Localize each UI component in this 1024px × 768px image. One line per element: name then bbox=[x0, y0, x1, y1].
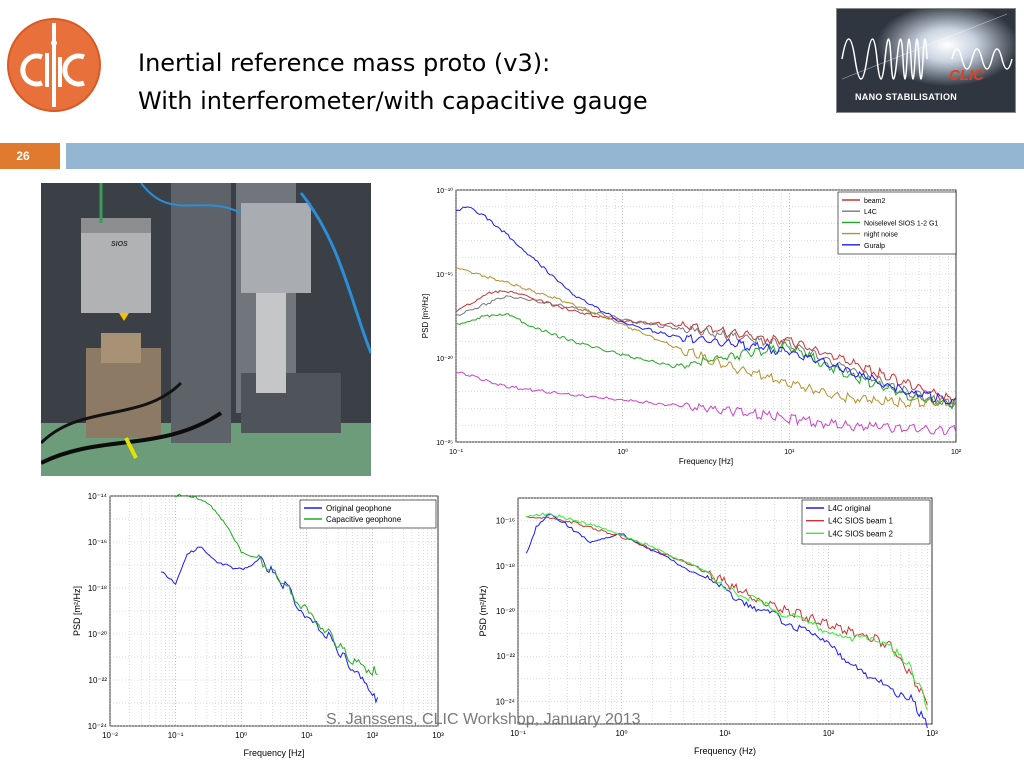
x-axis-label: Frequency [Hz] bbox=[243, 748, 304, 758]
series-line bbox=[455, 371, 957, 435]
series-line bbox=[455, 206, 957, 405]
x-tick-label: 10² bbox=[823, 729, 835, 738]
chart-1-svg: 10⁻¹ 10⁰ 10¹ 10² 10⁻¹⁰ 10⁻¹⁵ 10⁻²⁰ 10⁻²⁵ Frequen… bbox=[421, 187, 962, 466]
x-tick-label: 10⁻¹ bbox=[449, 449, 463, 456]
y-tick-label: 10⁻¹⁵ bbox=[436, 272, 453, 279]
y-tick-label: 10⁻¹⁶ bbox=[88, 538, 107, 547]
legend-entry: Guralp bbox=[864, 243, 885, 250]
legend-entry: L4C bbox=[864, 209, 877, 216]
x-tick-label: 10⁰ bbox=[235, 731, 247, 740]
legend-entry: Noiselevel SIOS 1-2 G1 bbox=[864, 220, 938, 227]
x-tick-label: 10² bbox=[951, 449, 962, 456]
series-line bbox=[455, 267, 957, 408]
y-tick-label: 10⁻¹⁸ bbox=[88, 584, 107, 593]
x-tick-label: 10² bbox=[367, 731, 379, 740]
slide-number: 26 bbox=[16, 149, 30, 163]
slide-title: Inertial reference mass proto (v3): With… bbox=[138, 44, 648, 120]
nano-stabilisation-logo: CLIC NANO STABILISATION bbox=[836, 8, 1016, 113]
legend-entry: night noise bbox=[864, 232, 898, 239]
series-line bbox=[526, 512, 928, 711]
y-tick-label: 10⁻²² bbox=[89, 676, 108, 685]
series-line bbox=[455, 295, 957, 410]
sios-label: SIOS bbox=[111, 241, 128, 248]
x-axis-label: Frequency (Hz) bbox=[694, 746, 756, 756]
title-line-1: Inertial reference mass proto (v3): bbox=[138, 49, 551, 77]
x-tick-label: 10⁻¹ bbox=[168, 731, 184, 740]
x-tick-label: 10⁰ bbox=[617, 448, 628, 456]
legend-entry: L4C original bbox=[828, 504, 871, 513]
y-tick-label: 10⁻¹⁶ bbox=[496, 517, 515, 526]
x-tick-label: 10⁻¹ bbox=[510, 729, 526, 738]
y-tick-label: 10⁻¹⁴ bbox=[88, 492, 108, 501]
chart-psd-capacitive-geophone: 10⁻² 10⁻¹ 10⁰ 10¹ 10² 10³ 10⁻¹⁴ 10⁻¹⁶ 10⁻¹⁸ 10⁻²⁰… bbox=[70, 486, 450, 762]
x-tick-label: 10⁰ bbox=[615, 729, 627, 738]
legend-entry: L4C SIOS beam 2 bbox=[828, 529, 893, 538]
y-tick-label: 10⁻²⁴ bbox=[496, 697, 516, 706]
x-tick-label: 10⁻² bbox=[102, 731, 118, 740]
x-axis-label: Frequency [Hz] bbox=[679, 457, 733, 466]
y-tick-label: 10⁻²⁰ bbox=[88, 630, 107, 639]
chart-psd-guralp-comparison: 10⁻¹ 10⁰ 10¹ 10² 10⁻¹⁰ 10⁻¹⁵ 10⁻²⁰ 10⁻²⁵ Frequen… bbox=[416, 180, 970, 470]
y-tick-label: 10⁻²² bbox=[497, 652, 516, 661]
series-line bbox=[525, 513, 928, 729]
y-tick-label: 10⁻¹⁰ bbox=[436, 187, 453, 195]
legend-box bbox=[299, 499, 437, 529]
chart-psd-sios-beams: 10⁻¹ 10⁰ 10¹ 10² 10³ 10⁻¹⁶ 10⁻¹⁸ 10⁻²⁰ 10⁻²² 10⁻²… bbox=[474, 488, 944, 760]
y-axis-label: PSD (m²/Hz) bbox=[478, 586, 488, 637]
legend-entry: L4C SIOS beam 1 bbox=[828, 517, 893, 526]
legend-entry: beam2 bbox=[864, 198, 886, 205]
nano-logo-text: NANO STABILISATION bbox=[855, 92, 958, 102]
clic-logo bbox=[6, 17, 102, 113]
prototype-photo: SIOS bbox=[41, 183, 371, 476]
y-tick-label: 10⁻²⁰ bbox=[436, 355, 453, 363]
y-tick-label: 10⁻²⁰ bbox=[496, 607, 515, 616]
legend-entry: Original geophone bbox=[326, 504, 392, 513]
y-axis-label: PSD [m²/Hz] bbox=[72, 586, 82, 636]
chart-3-svg: 10⁻¹ 10⁰ 10¹ 10² 10³ 10⁻¹⁶ 10⁻¹⁸ 10⁻²⁰ 10⁻²² 10⁻²… bbox=[478, 497, 938, 756]
series-line bbox=[526, 516, 928, 705]
plot-area bbox=[109, 495, 439, 727]
x-tick-label: 10³ bbox=[432, 731, 444, 740]
x-tick-label: 10¹ bbox=[784, 449, 795, 456]
footer-text: S. Janssens, CLIC Workshop, January 2013 bbox=[326, 711, 641, 728]
y-tick-label: 10⁻²⁵ bbox=[436, 440, 453, 447]
title-line-2: With interferometer/with capacitive gaug… bbox=[138, 87, 648, 115]
series-line bbox=[175, 493, 378, 677]
y-tick-label: 10⁻²⁴ bbox=[88, 722, 108, 731]
series-line bbox=[455, 313, 957, 408]
header-bar bbox=[66, 143, 1024, 169]
chart-2-svg: 10⁻² 10⁻¹ 10⁰ 10¹ 10² 10³ 10⁻¹⁴ 10⁻¹⁶ 10⁻¹⁸ 10⁻²⁰… bbox=[72, 492, 444, 758]
slide-number-box bbox=[0, 143, 60, 169]
y-tick-label: 10⁻¹⁸ bbox=[496, 562, 515, 571]
x-tick-label: 10¹ bbox=[719, 729, 731, 738]
legend-entry: Capacitive geophone bbox=[326, 515, 402, 524]
nano-logo-clic-text: CLIC bbox=[949, 67, 984, 84]
x-tick-label: 10³ bbox=[926, 729, 938, 738]
x-tick-label: 10¹ bbox=[301, 731, 313, 740]
y-axis-label: PSD [m²/Hz] bbox=[421, 294, 430, 338]
